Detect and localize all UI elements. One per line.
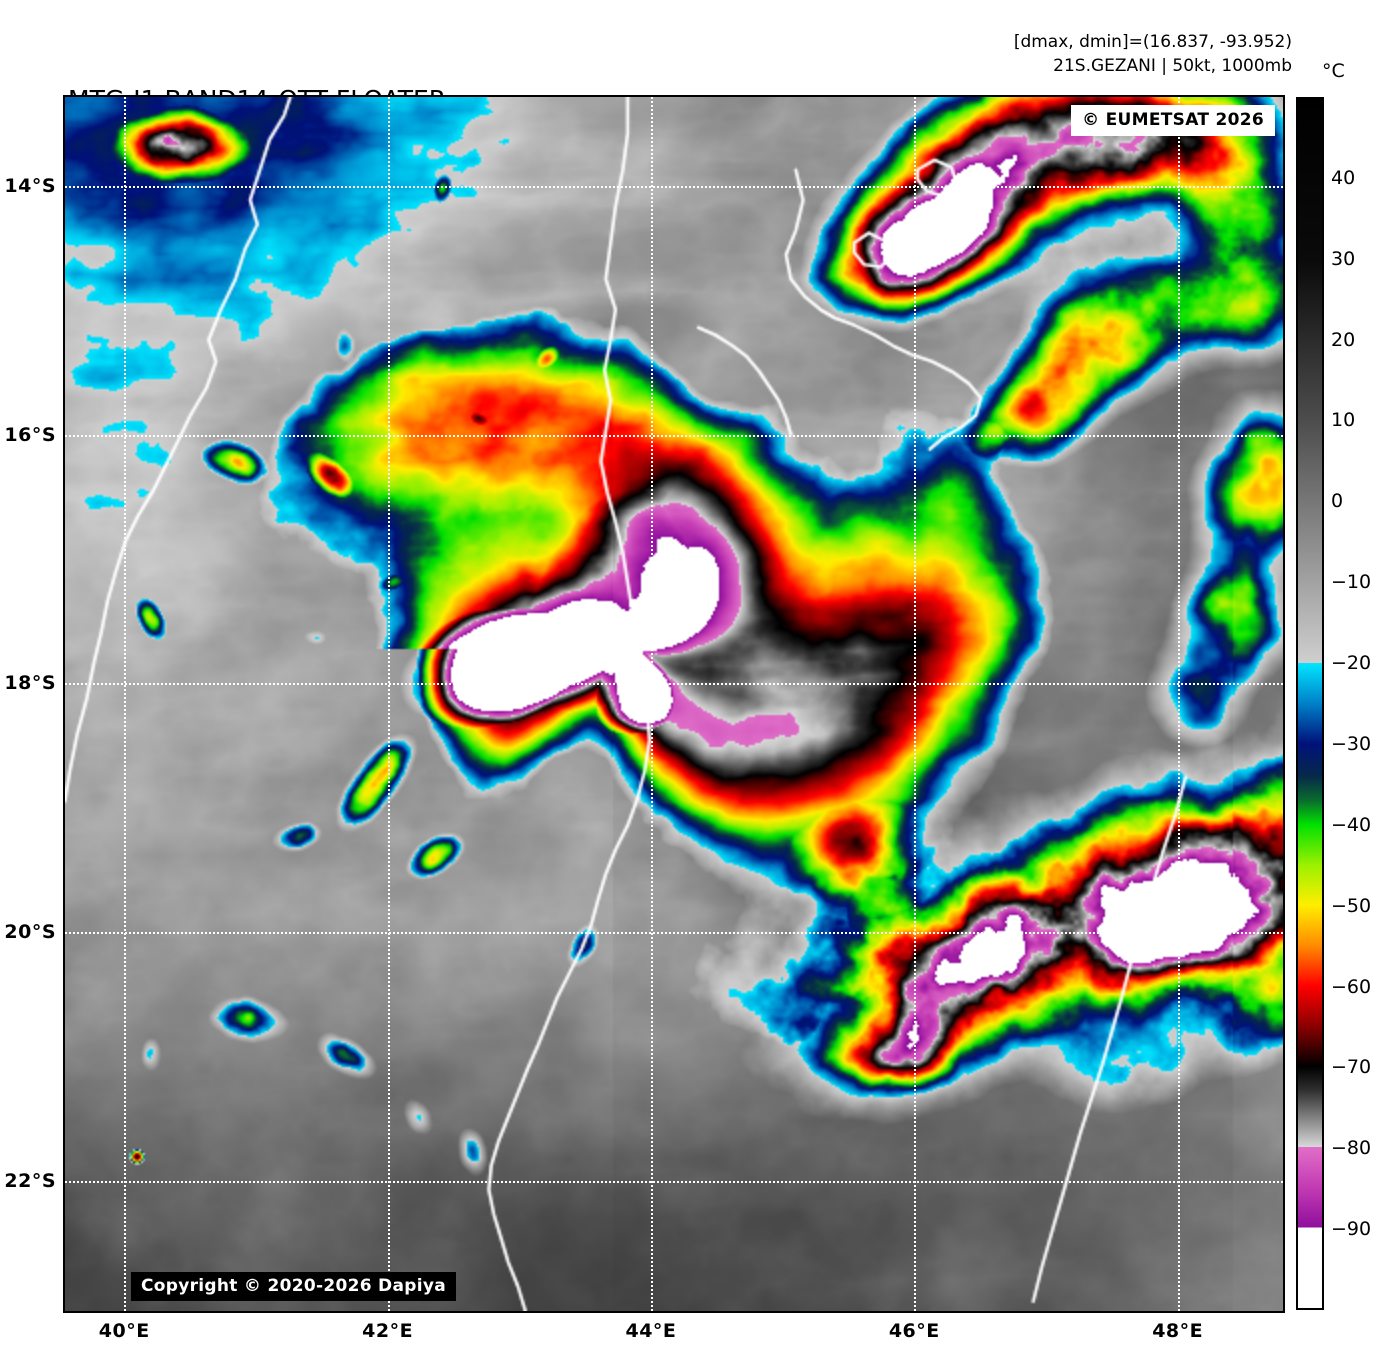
lat-tick-16: 16°S [4,423,56,446]
colorbar-tick--30: −30 [1331,732,1372,755]
storm-info-label: 21S.GEZANI | 50kt, 1000mb [1053,56,1292,76]
colorbar-tick-30: 30 [1331,247,1356,270]
colorbar-tick--50: −50 [1331,894,1372,917]
lon-tick-40: 40°E [98,1320,150,1342]
lat-tick-14: 14°S [4,175,56,198]
colorbar-tick-10: 10 [1331,409,1356,432]
lat-tick-20: 20°S [4,921,56,943]
colorbar-tick-40: 40 [1331,166,1356,189]
eumetsat-copyright-badge: © EUMETSAT 2026 [1071,105,1275,136]
colorbar-tick-20: 20 [1331,328,1356,351]
colorbar-unit-label: °C [1322,60,1345,82]
colorbar-tick--90: −90 [1331,1218,1372,1241]
colorbar-tick--70: −70 [1331,1056,1372,1079]
lat-tick-22: 22°S [4,1169,56,1192]
metadata-block: [dmax, dmin]=(16.837, -93.952) 21S.GEZAN… [1014,30,1292,78]
lon-tick-42: 42°E [362,1320,414,1342]
colorbar-tick--40: −40 [1331,813,1372,836]
lon-tick-48: 48°E [1152,1320,1204,1342]
colorbar-tick--10: −10 [1331,571,1372,594]
satellite-image-plot[interactable]: © EUMETSAT 2026 Copyright © 2020-2026 Da… [63,95,1285,1313]
lon-tick-46: 46°E [888,1320,940,1342]
colorbar-gradient [1298,99,1322,1308]
colorbar-tick-0: 0 [1331,490,1344,513]
dapiya-copyright-badge: Copyright © 2020-2026 Dapiya [131,1272,456,1301]
lat-tick-18: 18°S [4,672,56,695]
satellite-infrared-imagery [65,97,1283,1311]
temperature-colorbar[interactable] [1296,97,1324,1310]
colorbar-tick--80: −80 [1331,1137,1372,1160]
colorbar-tick--20: −20 [1331,652,1372,675]
dmax-dmin-label: [dmax, dmin]=(16.837, -93.952) [1013,32,1292,52]
lon-tick-44: 44°E [625,1320,677,1342]
colorbar-tick--60: −60 [1331,975,1372,998]
